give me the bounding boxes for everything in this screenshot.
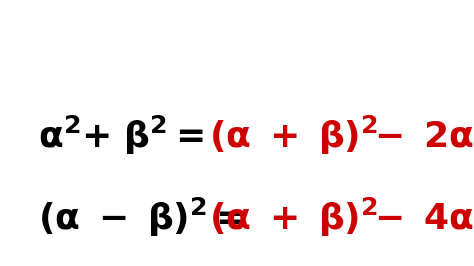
Text: $\mathbf{(\alpha\ +\ \beta)^2\!\!-\ 4\alpha\beta}$: $\mathbf{(\alpha\ +\ \beta)^2\!\!-\ 4\al… bbox=[209, 196, 474, 239]
Text: $\mathbf{\alpha^2}$$\mathbf{+\ \beta^2=}$: $\mathbf{\alpha^2}$$\mathbf{+\ \beta^2=}… bbox=[38, 114, 204, 157]
Text: $\mathbf{(\alpha\ -\ \beta)^2=}$: $\mathbf{(\alpha\ -\ \beta)^2=}$ bbox=[38, 196, 244, 239]
Text: $\mathbf{(\alpha\ +\ \beta)^2\!\!-\ 2\alpha\beta}$: $\mathbf{(\alpha\ +\ \beta)^2\!\!-\ 2\al… bbox=[209, 114, 474, 157]
Text: Symmetric Functions: Symmetric Functions bbox=[56, 25, 418, 55]
